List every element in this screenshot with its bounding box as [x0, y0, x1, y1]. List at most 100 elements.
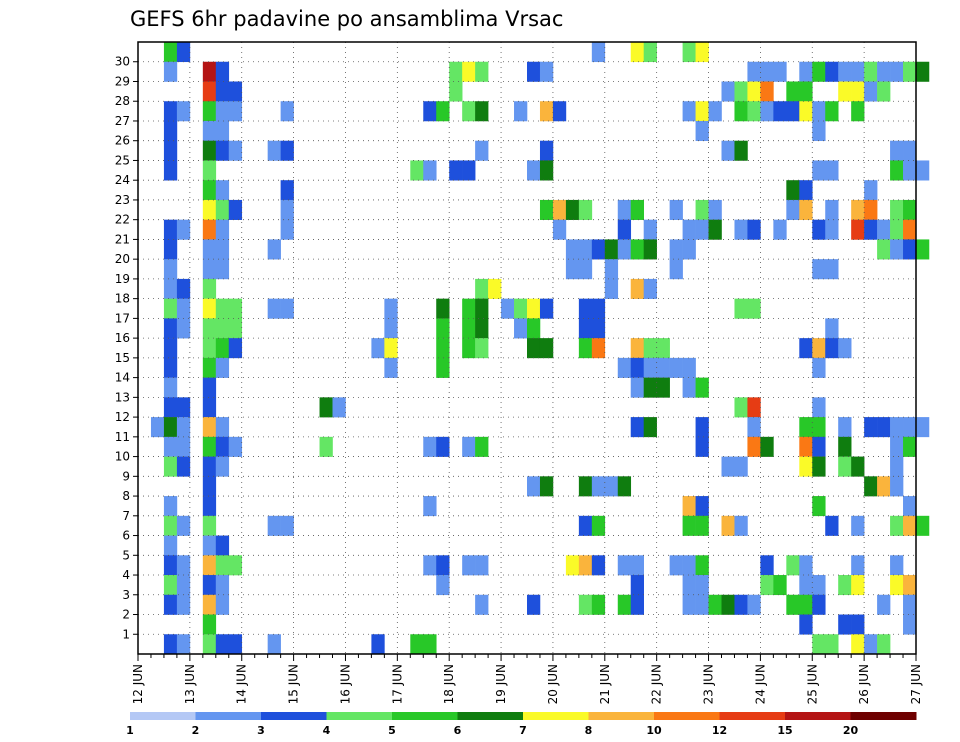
heatmap-cell — [539, 476, 554, 497]
heatmap-cell — [591, 318, 606, 339]
heatmap-cell — [475, 338, 489, 359]
heatmap-cell — [228, 634, 243, 655]
heatmap-cell — [462, 101, 476, 122]
x-tick-label: 25 JUN — [805, 664, 819, 704]
heatmap-cell — [215, 318, 230, 339]
x-tick-label: 22 JUN — [650, 664, 664, 704]
colorbar-swatch — [326, 712, 393, 720]
heatmap-cell — [825, 515, 839, 536]
heatmap-cell — [903, 219, 917, 240]
heatmap-cell — [449, 81, 463, 102]
heatmap-cell — [565, 555, 580, 576]
heatmap-cell — [176, 575, 191, 596]
heatmap-cell — [903, 199, 917, 220]
heatmap-cell — [384, 298, 398, 319]
heatmap-cell — [851, 81, 865, 102]
y-tick-label: 4 — [122, 568, 130, 582]
heatmap-cell — [163, 259, 178, 280]
heatmap-cell — [630, 239, 644, 260]
colorbar-label: 6 — [454, 724, 462, 737]
heatmap-cell — [669, 357, 683, 378]
heatmap-cell — [812, 259, 826, 280]
heatmap-cell — [760, 61, 774, 82]
heatmap-cell — [215, 535, 230, 556]
heatmap-cell — [202, 575, 217, 596]
y-tick-label: 10 — [115, 450, 130, 464]
heatmap-cell — [423, 101, 437, 122]
heatmap-cell — [501, 298, 515, 319]
y-tick-label: 26 — [115, 134, 130, 148]
heatmap-cell — [384, 338, 398, 359]
heatmap-cell — [215, 634, 230, 655]
heatmap-cell — [202, 634, 217, 655]
heatmap-cell — [890, 515, 904, 536]
heatmap-cell — [643, 239, 657, 260]
chart-title: GEFS 6hr padavine po ansamblima Vrsac — [130, 7, 563, 31]
heatmap-cell — [799, 101, 813, 122]
heatmap-cell — [877, 476, 891, 497]
heatmap-cell — [877, 61, 891, 82]
colorbar-swatch — [719, 712, 786, 720]
y-tick-label: 8 — [122, 489, 130, 503]
colorbar-label: 15 — [777, 724, 792, 737]
heatmap-cell — [578, 338, 593, 359]
heatmap-cell — [163, 42, 178, 63]
heatmap-cell — [436, 101, 450, 122]
heatmap-cell — [682, 239, 696, 260]
heatmap-cell — [591, 42, 606, 63]
heatmap-cell — [591, 515, 606, 536]
colorbar-swatch — [785, 712, 851, 720]
heatmap-cell — [669, 259, 683, 280]
heatmap-cell — [163, 140, 178, 161]
heatmap-cell — [163, 456, 178, 477]
heatmap-cell — [630, 338, 644, 359]
heatmap-cell — [695, 575, 709, 596]
heatmap-cell — [682, 357, 696, 378]
heatmap-cell — [812, 594, 826, 615]
x-tick-label: 14 JUN — [235, 664, 249, 704]
heatmap-cell — [903, 594, 917, 615]
heatmap-cell — [163, 101, 178, 122]
colorbar-label: 8 — [585, 724, 593, 737]
heatmap-cell — [202, 417, 217, 438]
heatmap-cell — [423, 496, 437, 517]
heatmap-cell — [734, 81, 748, 102]
heatmap-cell — [630, 417, 644, 438]
heatmap-cell — [163, 219, 178, 240]
heatmap-cell — [449, 160, 463, 181]
heatmap-cell — [202, 496, 217, 517]
heatmap-cell — [682, 42, 696, 63]
heatmap-cell — [630, 278, 644, 299]
heatmap-cell — [734, 219, 748, 240]
y-tick-label: 15 — [115, 351, 130, 365]
x-tick-label: 21 JUN — [598, 664, 612, 704]
heatmap-cell — [475, 61, 489, 82]
heatmap-cell — [384, 318, 398, 339]
heatmap-cell — [851, 456, 865, 477]
x-axis: 12 JUN 13 JUN 14 JUN 15 JUN 16 JUN 17 JUN 18 J… — [131, 654, 923, 704]
heatmap-cell — [734, 594, 748, 615]
heatmap-cell — [267, 634, 281, 655]
heatmap-cell — [747, 594, 761, 615]
heatmap-cell — [721, 515, 735, 536]
heatmap-cell — [527, 594, 541, 615]
heatmap-cell — [656, 377, 670, 398]
heatmap-cell — [747, 417, 761, 438]
heatmap-cell — [812, 160, 826, 181]
heatmap-cell — [630, 575, 644, 596]
heatmap-cell — [786, 199, 800, 220]
heatmap-cell — [527, 61, 541, 82]
heatmap-cell — [617, 357, 632, 378]
heatmap-cell — [799, 555, 813, 576]
heatmap-cell — [176, 634, 191, 655]
heatmap-cell — [799, 81, 813, 102]
y-tick-label: 12 — [115, 410, 130, 424]
heatmap-cell — [838, 417, 852, 438]
heatmap-cell — [812, 120, 826, 142]
heatmap-cell — [760, 436, 774, 457]
y-tick-label: 2 — [122, 608, 130, 622]
heatmap-cell — [228, 140, 243, 161]
heatmap-cell — [799, 436, 813, 457]
heatmap-cell — [163, 377, 178, 398]
